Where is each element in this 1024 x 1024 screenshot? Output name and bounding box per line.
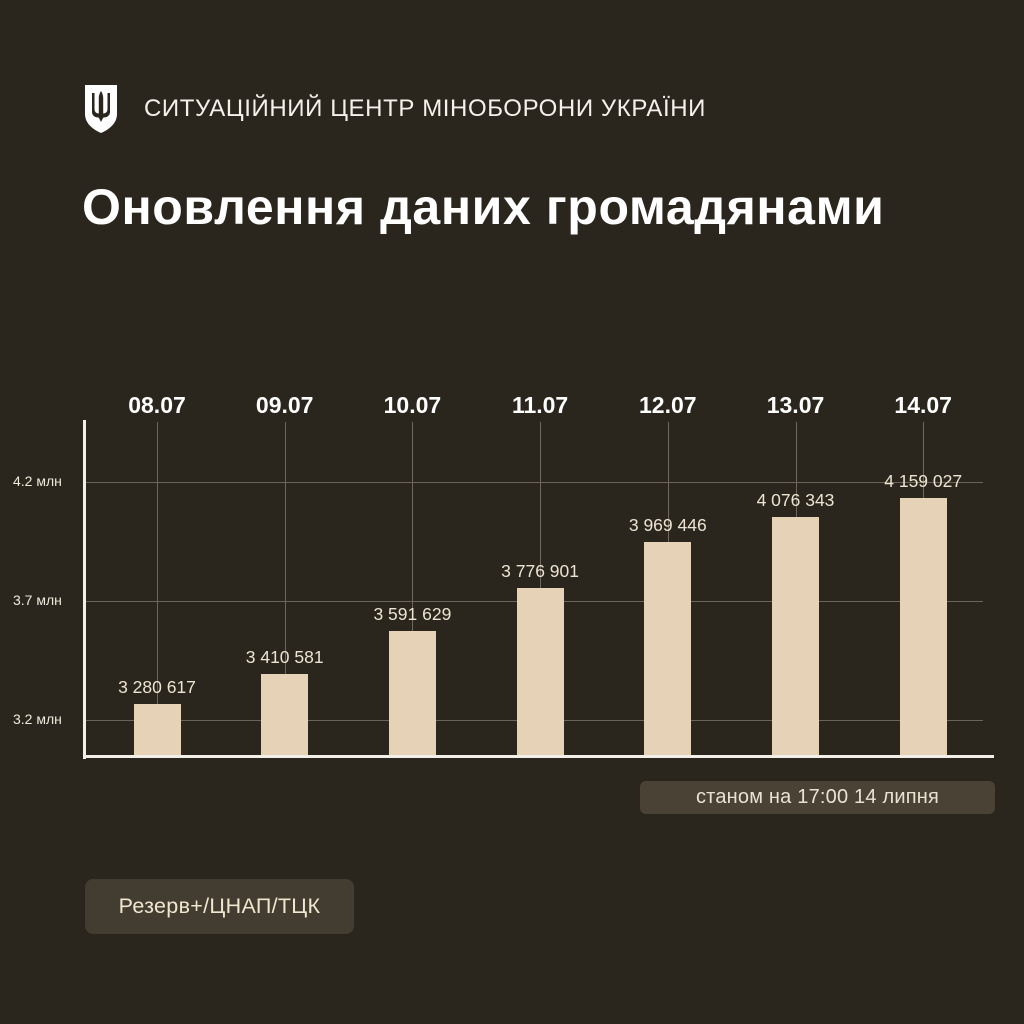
bar-11.07 xyxy=(516,588,564,756)
bar-14.07 xyxy=(899,498,947,756)
value-label: 3 969 446 xyxy=(628,515,707,535)
bar-08.07 xyxy=(133,704,181,756)
category-label: 14.07 xyxy=(894,392,952,418)
bar-10.07 xyxy=(388,631,436,756)
header: СИТУАЦІЙНИЙ ЦЕНТР МІНОБОРОНИ УКРАЇНИ xyxy=(84,84,717,134)
bar-12.07 xyxy=(644,542,692,756)
x-axis-line xyxy=(83,755,994,758)
category-label: 10.07 xyxy=(383,392,442,418)
category-label: 12.07 xyxy=(639,392,697,418)
y-tick-label: 3.7 млн xyxy=(13,592,62,608)
bar-13.07 xyxy=(772,517,819,756)
organization-title: СИТУАЦІЙНИЙ ЦЕНТР МІНОБОРОНИ УКРАЇНИ xyxy=(144,95,706,122)
vertical-gridline xyxy=(157,422,158,756)
value-label: 4 159 027 xyxy=(884,471,963,491)
category-label: 09.07 xyxy=(255,392,314,418)
data-source-badge: Резерв+/ЦНАП/ТЦК xyxy=(85,879,354,934)
category-label: 08.07 xyxy=(128,392,186,418)
gridline xyxy=(86,482,983,483)
y-tick-label: 3.2 млн xyxy=(13,711,62,727)
value-label: 3 591 629 xyxy=(373,604,452,624)
timestamp-note: станом на 17:00 14 липня xyxy=(640,781,995,814)
y-tick-label: 4.2 млн xyxy=(13,473,62,489)
bar-09.07 xyxy=(261,674,309,756)
y-axis-line xyxy=(83,420,86,759)
category-label: 13.07 xyxy=(766,392,825,418)
value-label: 3 410 581 xyxy=(245,647,324,667)
category-label: 11.07 xyxy=(511,392,569,418)
vertical-gridline xyxy=(285,422,286,756)
value-label: 3 776 901 xyxy=(501,561,580,581)
value-label: 4 076 343 xyxy=(756,490,835,510)
value-label: 3 280 617 xyxy=(118,677,196,697)
trident-shield-icon xyxy=(85,85,117,133)
vertical-gridline xyxy=(412,422,413,756)
page-title: Оновлення даних громадянами xyxy=(82,179,885,235)
